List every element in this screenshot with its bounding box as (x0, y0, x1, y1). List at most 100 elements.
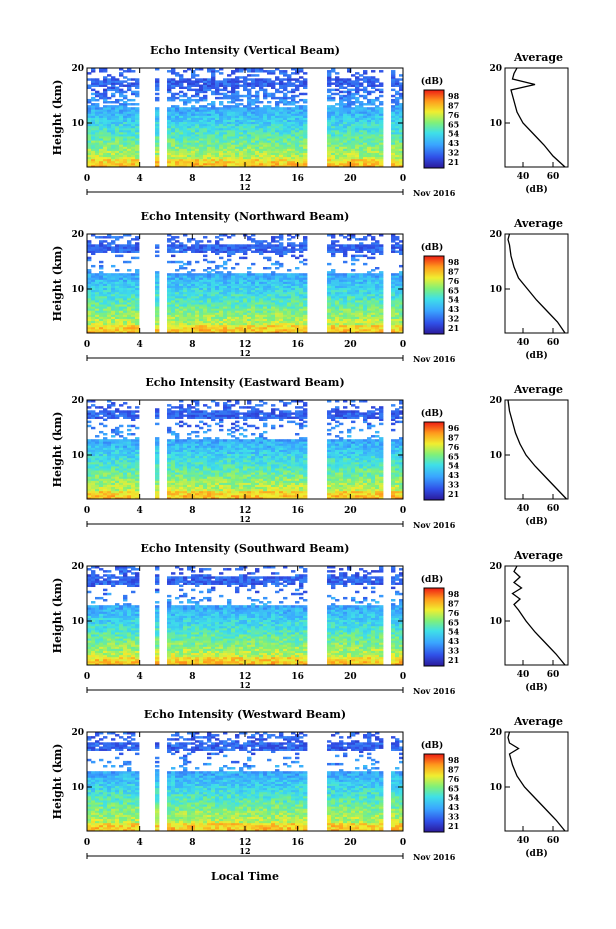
heatmap-cell (183, 121, 188, 125)
heatmap-cell (267, 129, 272, 133)
heatmap-cell (255, 113, 260, 116)
heatmap-cell (399, 84, 404, 87)
heatmap-cell (103, 105, 108, 108)
heatmap-cell (87, 111, 92, 114)
heatmap-cell (287, 121, 292, 125)
heatmap-cell (327, 306, 332, 309)
heatmap-cell (303, 86, 308, 90)
heatmap-cell (303, 308, 308, 311)
heatmap-cell (375, 158, 380, 162)
heatmap-cell (247, 291, 252, 295)
heatmap-cell (355, 164, 360, 168)
heatmap-cell (299, 131, 304, 135)
heatmap-cell (327, 160, 332, 164)
heatmap-cell (279, 111, 284, 114)
heatmap-cell (339, 281, 344, 284)
heatmap-cell (379, 101, 384, 104)
heatmap-cell (399, 322, 404, 326)
heatmap-cell (251, 312, 256, 315)
heatmap-cell (351, 88, 356, 92)
heatmap-cell (259, 131, 264, 135)
heatmap-cell (287, 326, 292, 330)
heatmap-cell (135, 322, 140, 326)
heatmap-cell (243, 140, 248, 143)
heatmap-cell (291, 88, 296, 92)
heatmap-cell (271, 156, 276, 160)
heatmap-cell (91, 92, 96, 96)
heatmap-cell (127, 78, 132, 81)
heatmap-cell (167, 318, 172, 322)
heatmap-cell (375, 107, 380, 110)
heatmap-cell (395, 273, 400, 276)
heatmap-cell (111, 300, 116, 303)
heatmap-cell (155, 156, 160, 160)
heatmap-cell (371, 277, 376, 280)
heatmap-cell (207, 152, 212, 156)
heatmap-cell (203, 158, 208, 162)
heatmap-cell (371, 285, 376, 289)
heatmap-cell (243, 277, 248, 280)
heatmap-cell (263, 285, 268, 289)
heatmap-cell (103, 84, 108, 87)
heatmap-cell (187, 302, 192, 305)
heatmap-cell (395, 98, 400, 102)
heatmap-cell (291, 254, 296, 258)
heatmap-cell (283, 279, 288, 282)
heatmap-cell (375, 293, 380, 297)
heatmap-cell (247, 281, 252, 284)
heatmap-cell (271, 285, 276, 289)
heatmap-cell (283, 142, 288, 145)
heatmap-cell (91, 156, 96, 160)
heatmap-cell (223, 125, 228, 129)
heatmap-cell (367, 328, 372, 332)
heatmap-cell (207, 142, 212, 145)
heatmap-cell (99, 318, 104, 322)
heatmap-cell (399, 302, 404, 305)
heatmap-cell (279, 283, 284, 286)
heatmap-cell (379, 293, 384, 297)
heatmap-cell (219, 322, 224, 326)
heatmap-cell (291, 283, 296, 286)
heatmap-cell (231, 324, 236, 328)
heatmap-cell (291, 164, 296, 168)
heatmap-cell (267, 160, 272, 164)
heatmap-cell (299, 283, 304, 286)
heatmap-cell (191, 248, 196, 251)
heatmap-cell (347, 300, 352, 303)
heatmap-cell (351, 146, 356, 149)
heatmap-cell (203, 254, 208, 258)
heatmap-cell (187, 324, 192, 328)
heatmap-cell (235, 246, 240, 249)
heatmap-cell (359, 324, 364, 328)
heatmap-cell (227, 283, 232, 286)
heatmap-cell (215, 154, 220, 158)
heatmap-cell (171, 121, 176, 125)
heatmap-cell (227, 96, 232, 100)
heatmap-cell (223, 297, 228, 301)
heatmap-cell (135, 318, 140, 322)
heatmap-cell (243, 142, 248, 145)
heatmap-cell (211, 134, 216, 137)
heatmap-cell (283, 158, 288, 162)
colorbar (423, 89, 445, 169)
heatmap-cell (395, 312, 400, 315)
heatmap-cell (371, 123, 376, 127)
heatmap-cell (179, 152, 184, 156)
heatmap-cell (371, 80, 376, 83)
heatmap-cell (127, 138, 132, 141)
heatmap-cell (279, 140, 284, 143)
heatmap-cell (367, 302, 372, 305)
heatmap-cell (171, 150, 176, 153)
heatmap-cell (331, 134, 336, 137)
heatmap-cell (371, 289, 376, 293)
heatmap-cell (123, 127, 128, 131)
heatmap-cell (351, 129, 356, 133)
heatmap-cell (195, 127, 200, 131)
heatmap-cell (127, 250, 132, 253)
heatmap-cell (343, 312, 348, 315)
heatmap-cell (391, 70, 396, 73)
heatmap-cell (99, 125, 104, 129)
heatmap-cell (251, 154, 256, 158)
heatmap-cell (99, 310, 104, 313)
heatmap-cell (231, 304, 236, 307)
